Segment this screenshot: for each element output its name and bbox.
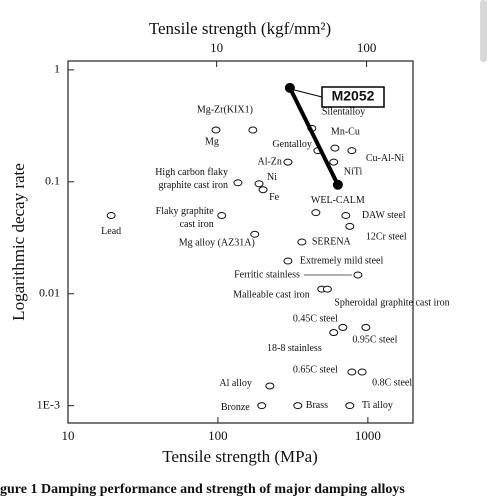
data-point bbox=[283, 158, 293, 166]
point-label: Mn-Cu bbox=[331, 126, 360, 137]
point-label: 0.95C steel bbox=[352, 335, 397, 346]
point-label: Gentalloy bbox=[272, 139, 311, 150]
data-point bbox=[347, 368, 357, 376]
data-point bbox=[330, 144, 340, 152]
point-label: Silentalloy bbox=[322, 107, 365, 118]
point-label: 0.65C steel bbox=[293, 364, 338, 375]
y-tick-label: 0.01 bbox=[39, 285, 60, 299]
x2-tick-label: 10 bbox=[210, 40, 223, 55]
point-label: SERENA bbox=[312, 236, 352, 247]
scrollbar bbox=[480, 0, 487, 62]
point-label: Extremely mild steel bbox=[300, 255, 384, 266]
point-label: Brass bbox=[306, 400, 328, 411]
point-label: Mg alloy (AZ31A) bbox=[179, 238, 255, 249]
data-point bbox=[297, 238, 307, 246]
data-point bbox=[341, 211, 351, 219]
m2052-point bbox=[284, 82, 295, 93]
point-label: Lead bbox=[101, 226, 121, 237]
point-label: Mg bbox=[205, 136, 219, 147]
point-label: 0.45C steel bbox=[293, 314, 338, 325]
data-point bbox=[265, 382, 275, 390]
y-tick-label: 1E-3 bbox=[37, 397, 60, 411]
point-label: Ni bbox=[267, 172, 277, 183]
x-tick-label: 1000 bbox=[355, 428, 381, 443]
point-label: Cu-Al-Ni bbox=[366, 153, 405, 164]
data-point bbox=[322, 285, 332, 293]
data-point bbox=[338, 323, 348, 331]
point-label: Fe bbox=[269, 192, 280, 203]
point-label: Flaky graphite bbox=[156, 206, 215, 217]
data-point bbox=[329, 329, 339, 337]
x-tick-label: 100 bbox=[208, 428, 228, 443]
point-label: 18-8 stainless bbox=[267, 343, 322, 354]
data-point bbox=[254, 180, 264, 188]
point-label: Malleable cast iron bbox=[233, 289, 310, 300]
data-point bbox=[293, 402, 303, 410]
point-label: Mg-Zr(KIX1) bbox=[197, 104, 253, 115]
x2-tick-label: 100 bbox=[357, 40, 377, 55]
point-label: Ti alloy bbox=[362, 400, 393, 411]
data-point bbox=[258, 186, 268, 194]
x-axis-title: Tensile strength (MPa) bbox=[162, 447, 318, 466]
point-label: Ferritic stainless bbox=[234, 269, 300, 280]
data-point bbox=[283, 257, 293, 265]
m2052-line bbox=[288, 87, 340, 186]
point-label: cast iron bbox=[180, 219, 214, 230]
point-label: High carbon flaky bbox=[155, 167, 228, 178]
point-label: Al-Zn bbox=[257, 156, 281, 167]
m2052-label: M2052 bbox=[332, 88, 375, 104]
point-label: 0.8C steel bbox=[372, 377, 412, 388]
point-label: WEL-CALM bbox=[311, 195, 365, 206]
top-axis-title: Tensile strength (kgf/mm²) bbox=[149, 19, 331, 38]
data-point bbox=[257, 402, 267, 410]
data-point bbox=[329, 158, 339, 166]
m2052-box bbox=[321, 86, 385, 108]
y-tick-label: 1 bbox=[54, 62, 60, 76]
plot-frame bbox=[67, 60, 414, 424]
data-point bbox=[217, 211, 227, 219]
data-point bbox=[353, 271, 363, 279]
data-point bbox=[248, 126, 258, 134]
data-point bbox=[233, 179, 243, 187]
point-label: NiTi bbox=[344, 166, 363, 177]
y-tick-label: 0.1 bbox=[45, 174, 60, 188]
m2052-point bbox=[332, 179, 343, 190]
x-tick-label: 10 bbox=[62, 428, 75, 443]
y-axis-title: Logarithmic decay rate bbox=[9, 163, 28, 321]
point-label: graphite cast iron bbox=[159, 180, 228, 191]
point-label: Bronze bbox=[221, 402, 250, 413]
point-label: DAW steel bbox=[362, 210, 406, 221]
data-point bbox=[357, 368, 367, 376]
data-point bbox=[250, 230, 260, 238]
data-point bbox=[345, 402, 355, 410]
data-point bbox=[347, 147, 357, 155]
data-point bbox=[211, 126, 221, 134]
m2052-leader bbox=[293, 89, 323, 98]
data-point bbox=[311, 209, 321, 217]
point-label: 12Cr steel bbox=[366, 232, 407, 243]
data-point bbox=[345, 222, 355, 230]
point-label: Al alloy bbox=[219, 378, 252, 389]
caption: gure 1 Damping performance and strength … bbox=[0, 482, 405, 497]
data-point bbox=[361, 323, 371, 331]
data-point bbox=[106, 211, 116, 219]
point-label: Spheroidal graphite cast iron bbox=[334, 297, 449, 308]
